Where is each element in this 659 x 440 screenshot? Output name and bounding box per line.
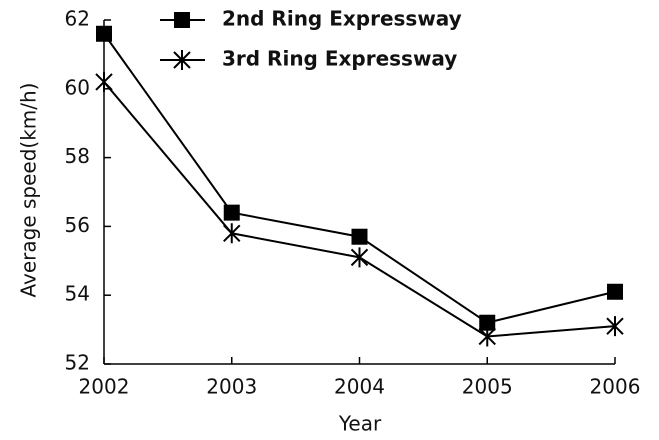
marker — [606, 316, 624, 337]
series-line — [103, 81, 616, 338]
x-tick-label: 2003 — [206, 375, 257, 399]
legend-label: 3rd Ring Expressway — [222, 47, 457, 71]
marker — [223, 223, 241, 244]
y-tick-label: 58 — [65, 144, 90, 168]
x-tick-label: 2005 — [462, 375, 513, 399]
x-axis-label: Year — [338, 412, 382, 436]
marker — [96, 25, 112, 42]
y-tick-label: 60 — [65, 75, 90, 99]
legend-marker — [174, 12, 190, 28]
marker — [478, 326, 496, 347]
y-tick-label: 54 — [65, 282, 90, 306]
y-tick-label: 56 — [65, 213, 90, 237]
marker — [607, 283, 623, 300]
y-axis-label: Average speed(km/h) — [17, 83, 41, 298]
marker — [351, 228, 368, 245]
marker — [350, 247, 369, 268]
legend-marker — [173, 50, 191, 70]
x-tick-label: 2002 — [79, 375, 130, 399]
series-line — [103, 33, 616, 324]
x-tick-label: 2004 — [334, 375, 385, 399]
y-tick-label: 52 — [65, 351, 90, 375]
legend-label: 2nd Ring Expressway — [222, 7, 462, 31]
marker — [223, 204, 240, 221]
x-tick-label: 2006 — [590, 375, 641, 399]
marker — [95, 71, 113, 92]
marker — [479, 314, 496, 331]
y-tick-label: 62 — [65, 7, 90, 31]
